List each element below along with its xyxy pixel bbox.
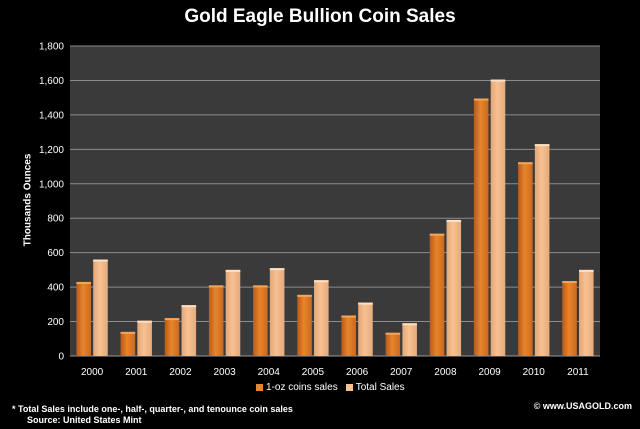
x-tick-label: 2010 <box>523 367 546 378</box>
x-tick-label: 2002 <box>169 367 192 378</box>
chart-title: Gold Eagle Bullion Coin Sales <box>184 6 456 27</box>
footnote-text: * Total Sales include one-, half-, quart… <box>12 404 293 414</box>
x-tick-label: 2001 <box>125 367 148 378</box>
bar-top-highlight <box>297 294 312 297</box>
footnote: * Total Sales include one-, half-, quart… <box>12 404 293 426</box>
bar-top-highlight <box>208 285 224 288</box>
bar-top-highlight <box>341 315 356 318</box>
bar-top-highlight <box>164 318 180 321</box>
bar-total-sales <box>402 323 417 356</box>
bar-coin-sales <box>341 315 356 356</box>
x-tick-label: 2005 <box>302 367 325 378</box>
bar-top-highlight <box>446 219 462 222</box>
bar-top-highlight <box>579 269 594 272</box>
x-tick-label: 2008 <box>434 367 457 378</box>
y-tick-label: 1,200 <box>39 145 64 156</box>
plot-area <box>70 46 600 356</box>
bar-coin-sales <box>120 331 136 356</box>
x-tick-label: 2006 <box>346 367 369 378</box>
y-tick-label: 1,000 <box>39 179 64 190</box>
y-tick-label: 1,400 <box>39 110 64 121</box>
bar-top-highlight <box>93 259 108 262</box>
bar-total-sales <box>579 269 594 356</box>
bar-total-sales <box>446 219 462 356</box>
bar-top-highlight <box>181 305 197 308</box>
bar-total-sales <box>314 280 329 356</box>
legend-item-series1: 1-oz coins sales <box>256 382 338 393</box>
x-tick-label: 2003 <box>213 367 236 378</box>
bar-total-sales <box>225 269 241 356</box>
bar-top-highlight <box>385 332 401 335</box>
bar-top-highlight <box>429 233 445 236</box>
bar-top-highlight <box>76 281 91 284</box>
bar-top-highlight <box>490 79 506 82</box>
bar-total-sales <box>269 268 285 356</box>
y-tick-label: 1,600 <box>39 76 64 87</box>
bar-coin-sales <box>164 318 180 356</box>
bar-coin-sales <box>76 281 91 356</box>
bar-total-sales <box>534 144 550 356</box>
x-tick-label: 2009 <box>478 367 501 378</box>
copyright-notice: © www.USAGOLD.com <box>533 401 632 411</box>
y-tick-label: 400 <box>47 283 64 294</box>
legend-item-series2: Total Sales <box>345 382 405 393</box>
bar-coin-sales <box>253 285 268 356</box>
bar-coin-sales <box>385 332 401 356</box>
bar-top-highlight <box>473 98 489 101</box>
bar-top-highlight <box>358 302 373 305</box>
y-tick-label: 600 <box>47 248 64 259</box>
bar-top-highlight <box>269 268 285 271</box>
bar-coin-sales <box>429 233 445 356</box>
bar-top-highlight <box>314 280 329 283</box>
bar-total-sales <box>93 259 108 356</box>
bar-top-highlight <box>120 331 136 334</box>
bar-coin-sales <box>562 281 577 356</box>
bar-coin-sales <box>297 294 312 356</box>
bar-coin-sales <box>518 162 533 356</box>
chart-legend: 1-oz coins sales Total Sales <box>256 382 405 393</box>
bar-top-highlight <box>518 162 533 165</box>
bar-total-sales <box>490 79 506 356</box>
bar-total-sales <box>358 302 373 356</box>
x-tick-label: 2007 <box>390 367 413 378</box>
y-tick-label: 1,800 <box>39 42 64 53</box>
bar-top-highlight <box>225 269 241 272</box>
x-tick-label: 2004 <box>258 367 281 378</box>
bar-top-highlight <box>562 281 577 284</box>
bar-top-highlight <box>253 285 268 288</box>
bar-coin-sales <box>208 285 224 356</box>
legend-swatch-series1 <box>256 384 263 391</box>
legend-swatch-series2 <box>345 384 353 391</box>
x-tick-label: 2000 <box>81 367 104 378</box>
legend-label-series1: 1-oz coins sales <box>266 382 338 393</box>
y-tick-label: 800 <box>47 214 64 225</box>
bar-total-sales <box>181 305 197 356</box>
bar-top-highlight <box>534 144 550 147</box>
y-tick-label: 200 <box>47 317 64 328</box>
bar-top-highlight <box>402 323 417 326</box>
bar-coin-sales <box>473 98 489 357</box>
legend-label-series2: Total Sales <box>355 382 405 393</box>
bar-total-sales <box>137 320 152 356</box>
source-note: Source: United States Mint <box>27 415 142 425</box>
y-tick-label: 0 <box>58 352 64 363</box>
bar-top-highlight <box>137 320 152 323</box>
x-tick-label: 2011 <box>567 367 589 378</box>
